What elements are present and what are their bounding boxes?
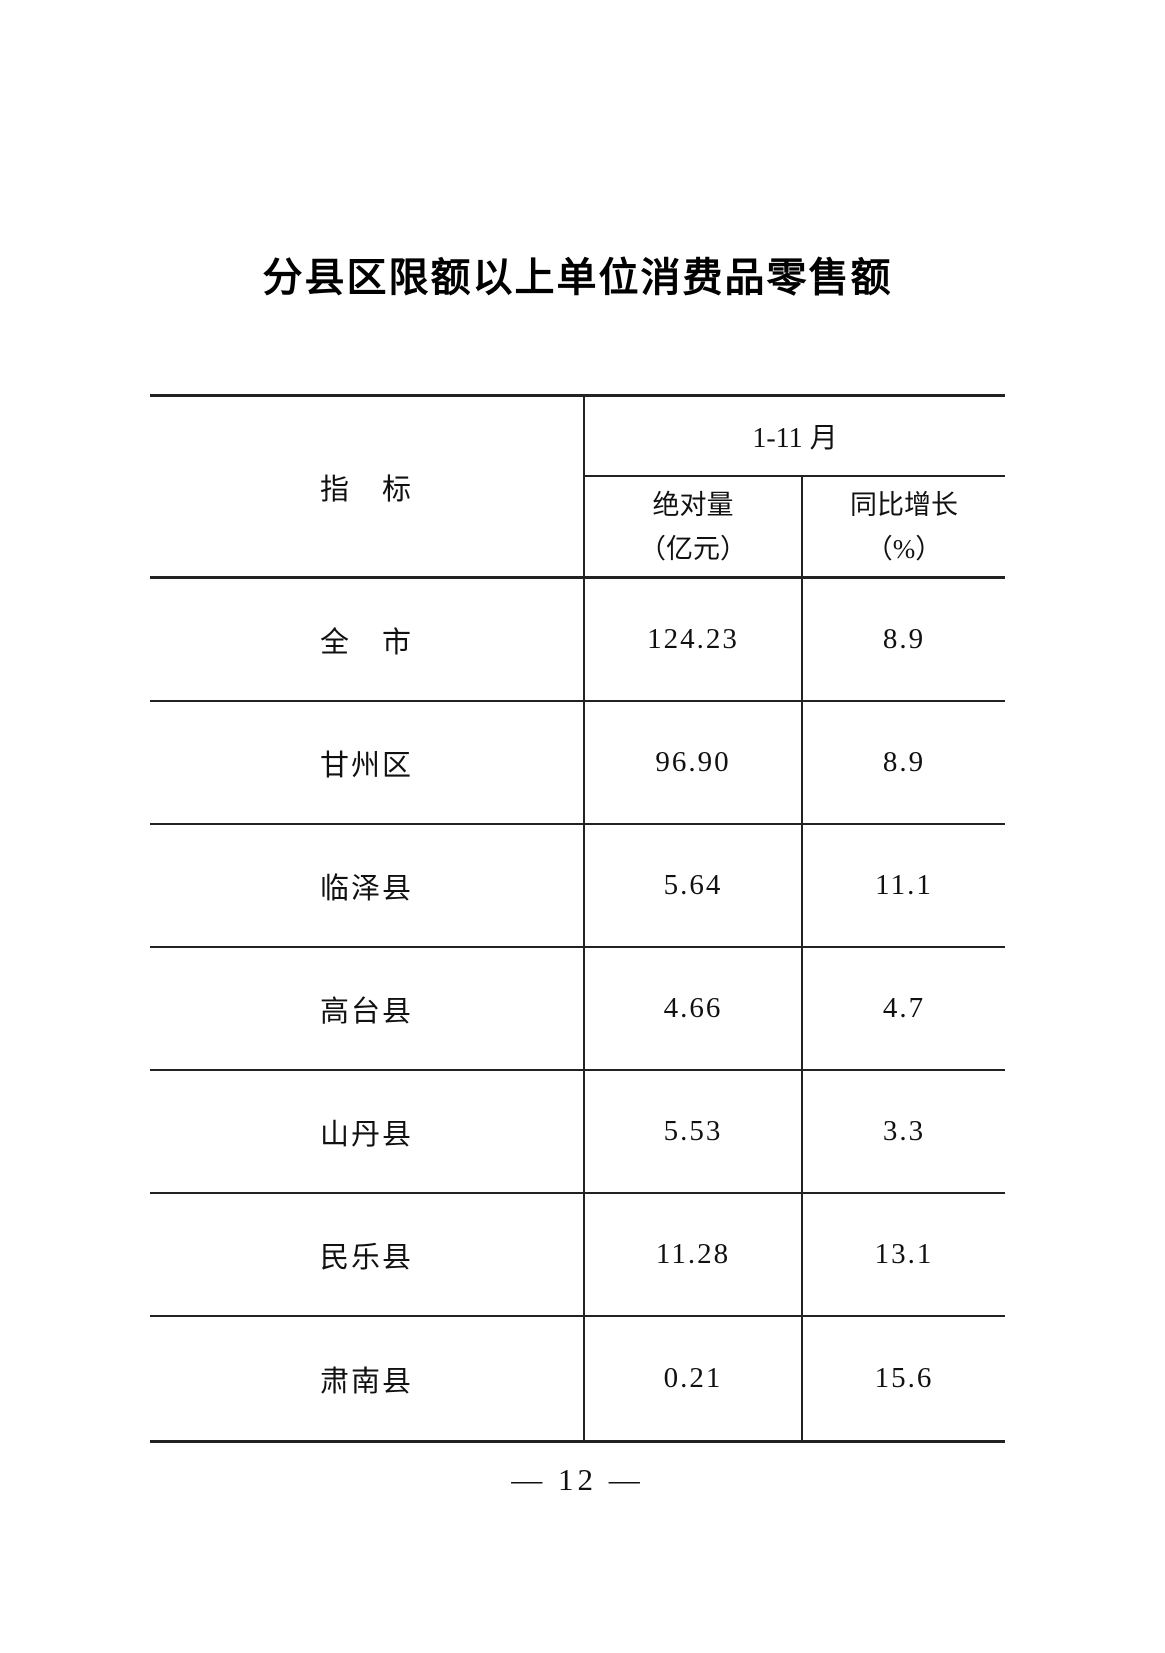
row-absolute-value: 5.64: [585, 825, 803, 946]
header-subcolumns: 绝对量 （亿元） 同比增长 （%）: [585, 477, 1005, 576]
header-period-cell: 1-11 月: [585, 397, 1005, 477]
header-growth-label-line2: （%）: [865, 533, 943, 564]
header-right-group: 1-11 月 绝对量 （亿元） 同比增长 （%）: [585, 397, 1005, 576]
document-title: 分县区限额以上单位消费品零售额: [262, 256, 893, 300]
header-growth-label-line1: 同比增长: [850, 489, 958, 520]
table-row: 山丹县 5.53 3.3: [150, 1071, 1005, 1194]
page-number: — 12 —: [511, 1462, 644, 1497]
table-row: 临泽县 5.64 11.1: [150, 825, 1005, 948]
header-absolute-label-line1: 绝对量: [652, 489, 734, 520]
table-row: 高台县 4.66 4.7: [150, 948, 1005, 1071]
row-indicator: 临泽县: [150, 825, 585, 946]
row-indicator: 山丹县: [150, 1071, 585, 1192]
header-absolute-cell: 绝对量 （亿元）: [585, 477, 803, 576]
row-growth-value: 13.1: [874, 1238, 934, 1270]
row-indicator: 肃南县: [150, 1317, 585, 1440]
table-row: 全 市 124.23 8.9: [150, 579, 1005, 702]
row-growth-value: 11.1: [875, 869, 933, 901]
row-absolute-value: 11.28: [585, 1194, 803, 1315]
table-row: 甘州区 96.90 8.9: [150, 702, 1005, 825]
row-absolute-value: 4.66: [585, 948, 803, 1069]
row-growth-value: 3.3: [882, 1115, 926, 1147]
row-growth-value: 8.9: [882, 746, 926, 778]
header-indicator-cell: 指 标: [150, 397, 585, 576]
row-absolute-value: 96.90: [585, 702, 803, 823]
row-indicator: 甘州区: [150, 702, 585, 823]
header-growth-cell: 同比增长 （%）: [803, 477, 1005, 576]
row-absolute-value: 124.23: [585, 579, 803, 700]
row-growth-value: 15.6: [874, 1362, 934, 1394]
row-indicator: 全 市: [150, 579, 585, 700]
row-indicator: 高台县: [150, 948, 585, 1069]
row-absolute-value: 5.53: [585, 1071, 803, 1192]
table-row: 肃南县 0.21 15.6: [150, 1317, 1005, 1440]
header-absolute-label-line2: （亿元）: [639, 533, 747, 564]
row-absolute-value: 0.21: [585, 1317, 803, 1440]
table-header: 指 标 1-11 月 绝对量 （亿元） 同比增长 （%）: [150, 397, 1005, 579]
data-table: 指 标 1-11 月 绝对量 （亿元） 同比增长 （%） 全 市 124.23: [150, 394, 1005, 1443]
row-growth-value: 4.7: [882, 992, 926, 1024]
row-growth-value: 8.9: [882, 623, 926, 655]
table-row: 民乐县 11.28 13.1: [150, 1194, 1005, 1317]
row-indicator: 民乐县: [150, 1194, 585, 1315]
